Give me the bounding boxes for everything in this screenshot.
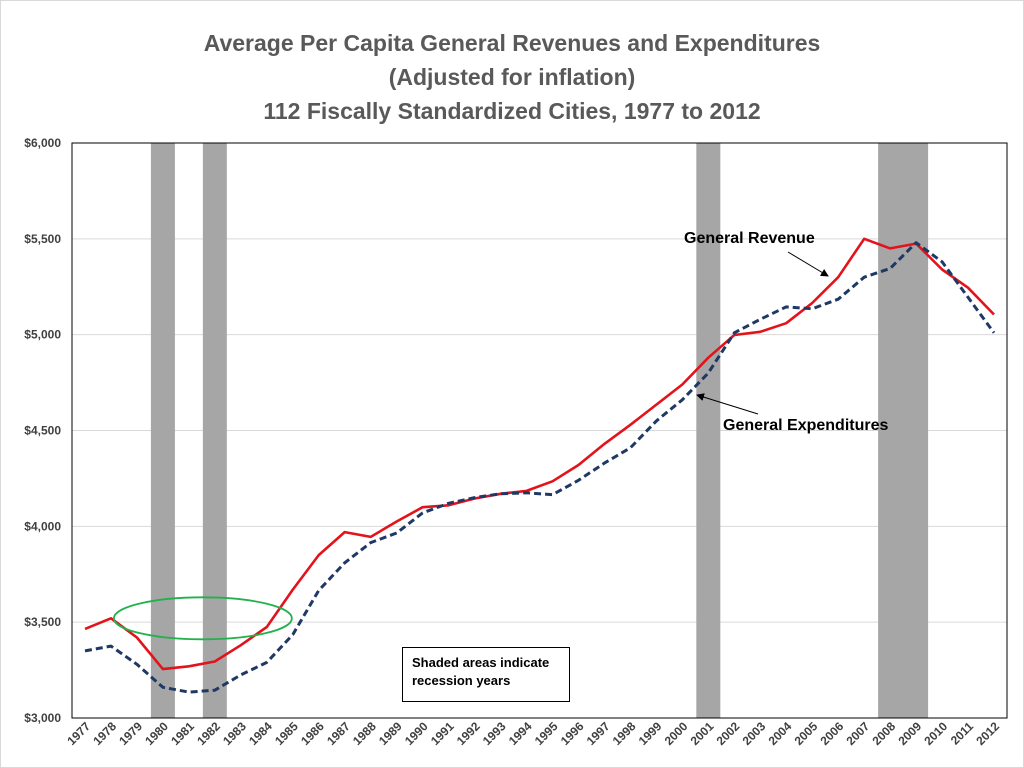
x-tick-label: 2005: [792, 719, 821, 748]
x-tick-label: 1991: [428, 719, 457, 748]
x-tick-label: 1985: [272, 719, 301, 748]
revenue-arrow: [787, 251, 829, 277]
y-tick-label: $3,500: [24, 615, 61, 629]
annotation-general-revenue: General Revenue: [684, 230, 815, 247]
x-tick-label: 2009: [895, 719, 924, 748]
x-tick-label: 2006: [818, 719, 847, 748]
x-tick-label: 2011: [948, 719, 977, 748]
x-tick-label: 1977: [64, 719, 93, 748]
highlight-ellipse: [112, 596, 293, 641]
recession-band: [150, 143, 175, 718]
x-tick-label: 2012: [973, 719, 1002, 748]
x-tick-label: 2004: [766, 719, 795, 748]
x-tick-label: 1981: [168, 719, 197, 748]
x-tick-label: 1980: [142, 719, 171, 748]
x-tick-label: 1986: [298, 719, 327, 748]
y-tick-label: $3,000: [24, 711, 61, 725]
x-tick-label: 1996: [558, 719, 587, 748]
x-tick-label: 2002: [714, 719, 743, 748]
x-tick-label: 1995: [532, 719, 561, 748]
x-tick-label: 1992: [454, 719, 483, 748]
x-tick-label: 2000: [662, 719, 691, 748]
recession-band: [202, 143, 227, 718]
chart-title-line-3: 112 Fiscally Standardized Cities, 1977 t…: [263, 98, 761, 124]
series-line-general-revenue: [84, 237, 995, 671]
recession-note-box: Shaded areas indicate recession years: [402, 647, 570, 702]
x-tick-label: 1988: [350, 719, 379, 748]
series-line-general-expenditures: [84, 241, 996, 694]
x-tick-label: 1997: [584, 719, 613, 748]
x-tick-label: 1979: [116, 719, 145, 748]
x-tick-label: 1987: [324, 719, 353, 748]
plot-border: [71, 142, 1008, 719]
x-tick-label: 1998: [610, 719, 639, 748]
x-tick-label: 1993: [480, 719, 509, 748]
y-tick-label: $5,000: [24, 328, 61, 342]
x-tick-label: 1984: [246, 719, 275, 748]
y-tick-label: $5,500: [24, 232, 61, 246]
y-tick-label: $4,500: [24, 424, 61, 438]
x-tick-label: 1989: [376, 719, 405, 748]
x-tick-label: 1982: [194, 719, 223, 748]
x-tick-label: 1994: [506, 719, 535, 748]
x-tick-label: 1978: [90, 719, 119, 748]
x-tick-label: 2007: [843, 719, 872, 748]
x-tick-label: 1999: [636, 719, 665, 748]
chart-title-line-2: (Adjusted for inflation): [388, 64, 636, 90]
expenditure-arrow: [696, 393, 759, 415]
y-tick-label: $4,000: [24, 519, 61, 533]
x-tick-label: 1990: [402, 719, 431, 748]
recession-band: [696, 143, 721, 718]
x-tick-label: 2010: [921, 719, 950, 748]
recession-band: [878, 143, 929, 718]
y-tick-label: $6,000: [24, 136, 61, 150]
x-tick-label: 2008: [869, 719, 898, 748]
x-tick-label: 2003: [740, 719, 769, 748]
x-tick-label: 2001: [688, 719, 717, 748]
x-tick-label: 1983: [220, 719, 249, 748]
chart-title-line-1: Average Per Capita General Revenues and …: [203, 30, 821, 56]
annotation-general-expenditures: General Expenditures: [723, 417, 888, 434]
